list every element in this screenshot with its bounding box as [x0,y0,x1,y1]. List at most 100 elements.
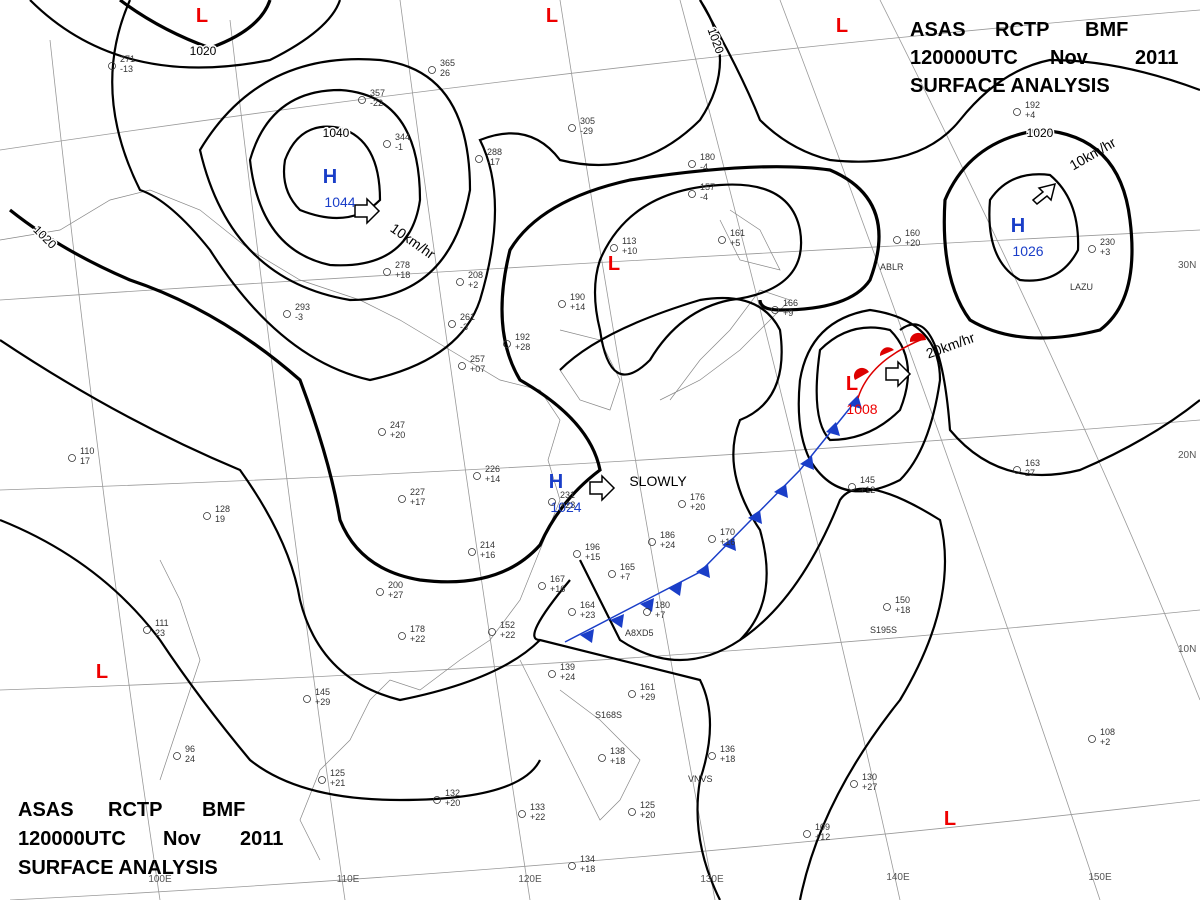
station-marker [538,582,546,590]
station-pressure: 271 [120,54,135,64]
station-marker [303,695,311,703]
station-marker [628,690,636,698]
station-tendency: +29 [315,697,330,707]
station-tendency: 17 [80,456,90,466]
station-tendency: +20 [445,798,460,808]
station-pressure: 261 [460,312,475,322]
center-symbol: H [323,166,337,188]
header-line: SURFACE ANALYSIS [18,857,218,879]
station-tendency: +24 [560,672,575,682]
station-tendency: -1 [395,142,403,152]
station-marker [771,306,779,314]
center-symbol: L [846,373,858,395]
station-marker [428,66,436,74]
motion-label: SLOWLY [629,473,687,489]
header-word: 2011 [1135,47,1178,69]
station-tendency: -13 [120,64,133,74]
station-tendency: +18 [720,754,735,764]
station-pressure: 166 [783,298,798,308]
station-pressure: 192 [515,332,530,342]
station-tendency: +18 [895,605,910,615]
station-tendency: +17 [410,497,425,507]
station-id: LAZU [1070,282,1093,292]
station-pressure: 365 [440,58,455,68]
station-tendency: -4 [700,162,708,172]
station-pressure: 167 [550,574,565,584]
station-marker [173,752,181,760]
station-tendency: +24 [660,540,675,550]
station-tendency: +5 [730,238,740,248]
station-marker [708,752,716,760]
station-pressure: 132 [445,788,460,798]
station-pressure: 192 [1025,100,1040,110]
station-marker [848,483,856,491]
station-marker [1088,245,1096,253]
station-marker [548,670,556,678]
station-marker [608,570,616,578]
station-tendency: +7 [655,610,665,620]
station-pressure: 200 [388,580,403,590]
station-pressure: 176 [690,492,705,502]
header-word: Nov [163,828,202,850]
station-marker [628,808,636,816]
station-pressure: 136 [720,744,735,754]
station-pressure: 138 [610,746,625,756]
station-marker [383,268,391,276]
station-marker [688,190,696,198]
station-tendency: +18 [580,864,595,874]
station-pressure: 96 [185,744,195,754]
longitude-label: 100E [148,874,172,885]
station-marker [1013,108,1021,116]
station-tendency: +23 [580,610,595,620]
station-marker [143,626,151,634]
station-marker [883,603,891,611]
station-marker [850,780,858,788]
station-marker [398,632,406,640]
center-pressure: 1024 [550,499,581,515]
center-symbol: L [196,5,208,27]
station-marker [473,472,481,480]
station-pressure: 170 [720,527,735,537]
station-pressure: 293 [295,302,310,312]
station-pressure: 288 [487,147,502,157]
station-tendency: +3 [1100,247,1110,257]
station-tendency: +18 [395,270,410,280]
station-marker [548,498,556,506]
station-pressure: 110 [80,446,94,456]
station-tendency: +14 [485,474,500,484]
station-tendency: 19 [215,514,225,524]
center-symbol: L [608,253,620,275]
station-tendency: +18 [610,756,625,766]
latitude-label: 20N [1178,450,1196,461]
station-tendency: 27 [1025,468,1035,478]
station-pressure: 161 [730,228,745,238]
header-word: 120000UTC [18,828,126,850]
station-pressure: 230 [1100,237,1115,247]
station-pressure: 145 [315,687,330,697]
station-pressure: 163 [1025,458,1040,468]
station-marker [568,124,576,132]
station-tendency: +10 [622,246,637,256]
longitude-label: 150E [1088,872,1112,883]
station-pressure: 113 [622,236,636,246]
station-pressure: 227 [410,487,425,497]
station-marker [803,830,811,838]
station-pressure: 128 [215,504,230,514]
station-id: S195S [870,625,897,635]
station-tendency: -22 [370,98,383,108]
header-word: 120000UTC [910,47,1018,69]
station-tendency: +16 [480,550,495,560]
station-pressure: 125 [640,800,655,810]
center-symbol: L [96,661,108,683]
station-pressure: 133 [530,802,545,812]
station-tendency: +23 [560,500,575,510]
station-tendency: +4 [1025,110,1035,120]
station-pressure: 111 [155,618,169,628]
station-pressure: 152 [500,620,515,630]
station-tendency: 24 [185,754,195,764]
station-marker [448,320,456,328]
station-tendency: +27 [388,590,403,600]
station-tendency: +20 [640,810,655,820]
station-tendency: -17 [487,157,500,167]
